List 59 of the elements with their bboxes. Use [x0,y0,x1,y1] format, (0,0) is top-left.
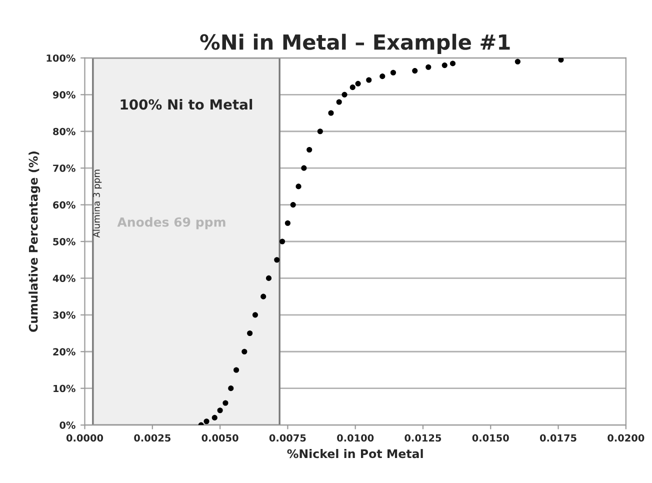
point [274,257,280,263]
y-tick-label: 90% [52,91,76,98]
y-axis-title: Cumulative Percentage (%) [28,152,40,332]
y-tick-label: 70% [53,164,76,172]
point [260,294,266,300]
point [301,165,307,171]
x-axis-title: %Nickel in Pot Metal [287,449,423,458]
y-tick-label: 50% [53,238,76,246]
point [234,367,240,373]
x-tick-label: 0.0175 [540,434,576,442]
point [336,99,342,105]
point [296,184,302,190]
x-tick-label: 0.0000 [66,434,104,442]
band-label: 100% Ni to Metal [120,98,252,110]
annotation: Anodes 69 ppm [117,217,226,230]
point [390,70,396,76]
chart-title: %Ni in Metal – Example #1 [200,34,510,54]
point [366,77,372,83]
point [328,110,334,116]
point [217,408,223,414]
x-tick-label: 0.0025 [134,434,170,442]
point [228,386,234,392]
point [280,238,286,244]
point [380,74,386,80]
point [426,64,432,70]
x-tick-label: 0.0200 [608,434,644,442]
ref-line-label: Alumina 3 ppm [92,170,102,238]
y-tick-label: 100% [46,54,76,62]
y-tick-label: 80% [53,128,76,136]
point [342,92,348,98]
point [306,146,312,153]
x-tick-label: 0.0050 [202,434,238,442]
y-tick-label: 20% [53,348,76,356]
y-tick-label: 60% [53,201,76,209]
point [355,80,361,86]
point [412,68,418,74]
point [252,312,258,318]
x-tick-label: 0.0075 [269,434,306,442]
point [284,220,290,226]
point [350,84,356,90]
x-tick-label: 0.0150 [472,434,509,442]
y-tick-label: 10% [54,384,76,392]
point [222,400,228,406]
point [442,62,448,68]
point [514,58,520,64]
point [242,348,248,354]
y-tick-label: 0% [60,422,76,429]
point [266,275,272,281]
y-tick-label: 40% [52,274,76,282]
x-tick-label: 0.0125 [404,434,442,442]
point [290,202,296,208]
point [204,418,210,424]
point [450,60,456,66]
point [212,414,218,420]
point [317,128,323,134]
y-tick-label: 30% [53,311,76,319]
point [247,330,253,336]
point [558,58,564,63]
x-tick-label: 0.0100 [337,434,374,442]
